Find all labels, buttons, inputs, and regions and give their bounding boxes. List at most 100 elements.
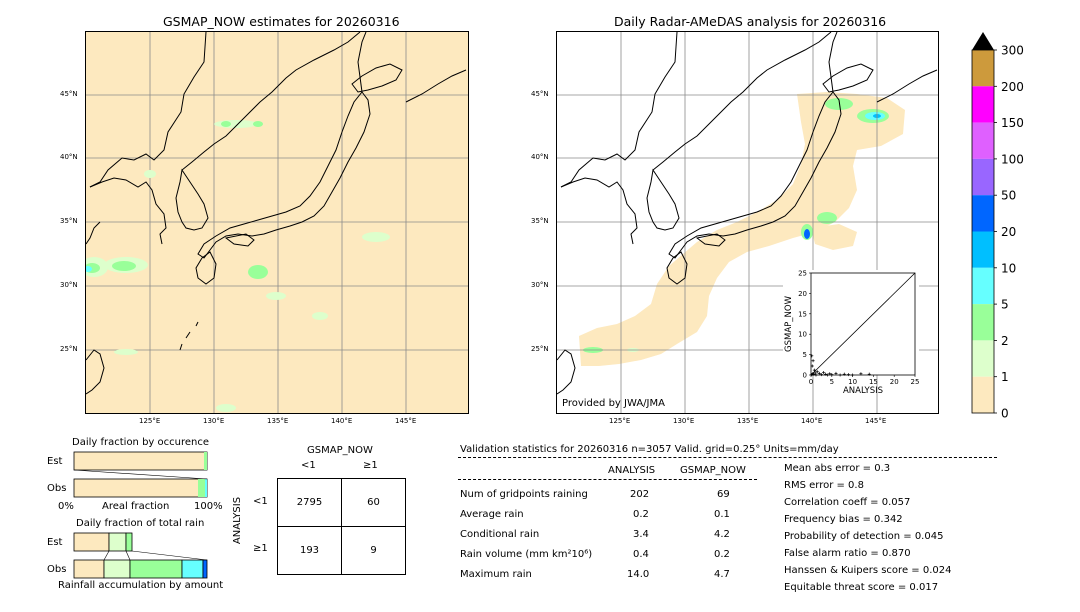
left-lon-label-135: 135°E <box>267 417 289 425</box>
rain-fraction-est-label: Est <box>47 537 63 548</box>
right-lat-label-40: 40°N <box>531 153 549 161</box>
validation-row-gsmap: 0.1 <box>714 509 730 520</box>
rain-fraction-title: Daily fraction of total rain <box>76 518 205 529</box>
score-line: Probability of detection = 0.045 <box>784 531 944 542</box>
left-lat-label-35: 35°N <box>60 217 78 225</box>
validation-row-analysis: 14.0 <box>627 569 650 580</box>
occurrence-axis-mid: Areal fraction <box>102 501 170 512</box>
colorbar-segment <box>972 340 994 377</box>
colorbar-tick-label: 100 <box>1001 152 1024 166</box>
right-lon-label-125: 125°E <box>609 417 631 425</box>
left-map-rain <box>86 120 390 412</box>
colorbar-segment <box>972 267 994 305</box>
score-line: Correlation coeff = 0.057 <box>784 497 911 508</box>
scatter-point <box>819 373 823 377</box>
score-line: Frequency bias = 0.342 <box>784 514 903 525</box>
right-map: 0 5 10 15 20 25 0 5 10 15 20 25 ANALYSIS GSMAP_NOW Pr… <box>556 31 939 414</box>
scatter-point <box>811 359 815 363</box>
inset-y-tick-label: 20 <box>798 290 807 298</box>
rain-fraction-obs-label: Obs <box>47 564 67 575</box>
score-line: Mean abs error = 0.3 <box>784 463 891 474</box>
left-lat-label-45: 45°N <box>60 90 78 98</box>
score-line: Equitable threat score = 0.017 <box>784 582 939 593</box>
contingency-cell: 60 <box>341 478 406 527</box>
score-line: False alarm ratio = 0.870 <box>784 548 911 559</box>
colorbar-tick-label: 10 <box>1001 261 1016 275</box>
occurrence-axis-left: 0% <box>58 501 74 512</box>
occurrence-bars <box>73 451 208 498</box>
scatter-point <box>851 373 855 377</box>
validation-row-label: Average rain <box>460 509 524 520</box>
colorbar-segment <box>972 376 994 413</box>
scatter-point <box>810 354 814 358</box>
contingency-cell: 193 <box>277 526 342 575</box>
validation-row-gsmap: 4.2 <box>714 529 730 540</box>
inset-x-tick-label: 10 <box>848 378 857 386</box>
right-lon-label-140: 140°E <box>801 417 823 425</box>
left-map <box>85 31 469 414</box>
colorbar-tick-label: 0 <box>1001 407 1009 421</box>
inset-y-tick-label: 5 <box>803 351 807 359</box>
validation-row-analysis: 0.4 <box>633 549 649 560</box>
rain-fraction-footer: Rainfall accumulation by amount <box>58 580 224 591</box>
occurrence-axis-right: 100% <box>194 501 223 512</box>
inset-y-tick-label: 0 <box>803 372 807 380</box>
scatter-point <box>867 372 871 376</box>
left-lon-label-140: 140°E <box>331 417 353 425</box>
validation-row-gsmap: 69 <box>717 489 730 500</box>
scatter-point <box>828 372 832 376</box>
colorbar-tick-label: 300 <box>1001 44 1024 58</box>
scatter-point <box>810 364 814 368</box>
inset-x-tick-label: 15 <box>869 378 878 386</box>
right-map-coverage <box>579 92 905 366</box>
colorbar-segment <box>972 86 994 123</box>
validation-row-label: Rain volume (mm km²10⁶) <box>460 549 593 560</box>
inset-y-tick-label: 15 <box>798 310 807 318</box>
inset-scatter: 0 5 10 15 20 25 0 5 10 15 20 25 ANALYSIS GSMAP_NOW <box>784 270 919 397</box>
left-lon-label-130: 130°E <box>203 417 225 425</box>
inset-y-tick-label: 25 <box>798 270 807 278</box>
inset-x-tick-label: 25 <box>911 378 920 386</box>
right-map-title: Daily Radar-AMeDAS analysis for 20260316 <box>614 14 887 29</box>
inset-y-axis-label: GSMAP_NOW <box>784 295 794 352</box>
colorbar-arrow <box>972 32 994 50</box>
scatter-point <box>811 372 815 376</box>
colorbar-segment <box>972 50 994 87</box>
validation-row-label: Conditional rain <box>460 529 540 540</box>
contingency-row-lt1: <1 <box>253 496 268 507</box>
scatter-point <box>826 373 830 377</box>
left-map-canvas <box>86 32 468 413</box>
left-lon-label-125: 125°E <box>139 417 161 425</box>
colorbar-segment <box>972 304 994 341</box>
contingency-col-ge1: ≥1 <box>363 460 378 471</box>
scatter-point <box>813 371 817 375</box>
scatter-point <box>812 368 816 372</box>
left-lat-label-40: 40°N <box>60 153 78 161</box>
right-lon-label-145: 145°E <box>865 417 887 425</box>
occurrence-est-label: Est <box>47 456 63 467</box>
colorbar-tick-label: 50 <box>1001 189 1016 203</box>
colorbar-segment <box>972 231 994 268</box>
colorbar-tick-label: 1 <box>1001 370 1009 384</box>
left-lon-label-145: 145°E <box>395 417 417 425</box>
validation-row-label: Maximum rain <box>460 569 532 580</box>
inset-x-tick-label: 20 <box>890 378 899 386</box>
contingency-cell: 9 <box>341 526 406 575</box>
scatter-point <box>821 371 825 375</box>
colorbar-segment <box>972 158 994 196</box>
colorbar-tick-label: 2 <box>1001 334 1009 348</box>
validation-header-rule <box>458 457 997 458</box>
scatter-point <box>830 373 834 377</box>
validation-row-label: Num of gridpoints raining <box>460 489 588 500</box>
left-lat-label-25: 25°N <box>60 345 78 353</box>
inset-diagonal <box>810 272 916 376</box>
occurrence-title: Daily fraction by occurence <box>72 437 210 448</box>
left-lat-label-30: 30°N <box>60 281 78 289</box>
validation-row-analysis: 0.2 <box>633 509 649 520</box>
scatter-point <box>834 371 838 375</box>
contingency-col-lt1: <1 <box>301 460 316 471</box>
right-lat-label-30: 30°N <box>531 281 549 289</box>
validation-col-gsmap: GSMAP_NOW <box>680 465 746 476</box>
colorbar-segment <box>972 122 994 159</box>
